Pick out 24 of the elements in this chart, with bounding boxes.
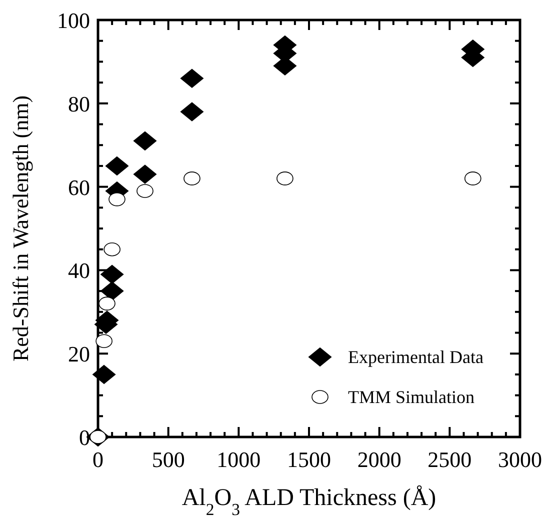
point [180,68,204,88]
point [108,192,126,206]
y-axis-title: Red-Shift in Wavelength (nm) [8,95,33,362]
y-tick-label: 80 [68,91,90,116]
x-tick-label: 1500 [287,447,331,472]
point [100,264,124,284]
x-tick-label: 500 [152,447,185,472]
point [100,282,124,301]
point [180,102,204,122]
y-tick-label: 60 [68,174,90,200]
point [133,131,156,150]
legend-label: TMM Simulation [348,387,475,407]
x-tick-label: 2000 [357,447,402,472]
point [133,164,156,184]
x-axis-title: Al$_{2}$O$_{3}$ ALD Thickness (Å) [182,485,436,517]
x-tick-label: 2500 [428,447,472,472]
point [105,156,128,176]
y-tick-label: 100 [57,8,90,33]
point [92,364,116,384]
y-tick-label: 20 [68,342,90,367]
y-tick-label: 40 [68,258,90,284]
legend-label: Experimental Data [348,347,484,367]
x-tick-label: 1000 [216,447,261,472]
x-tick-label: 3000 [498,447,542,472]
